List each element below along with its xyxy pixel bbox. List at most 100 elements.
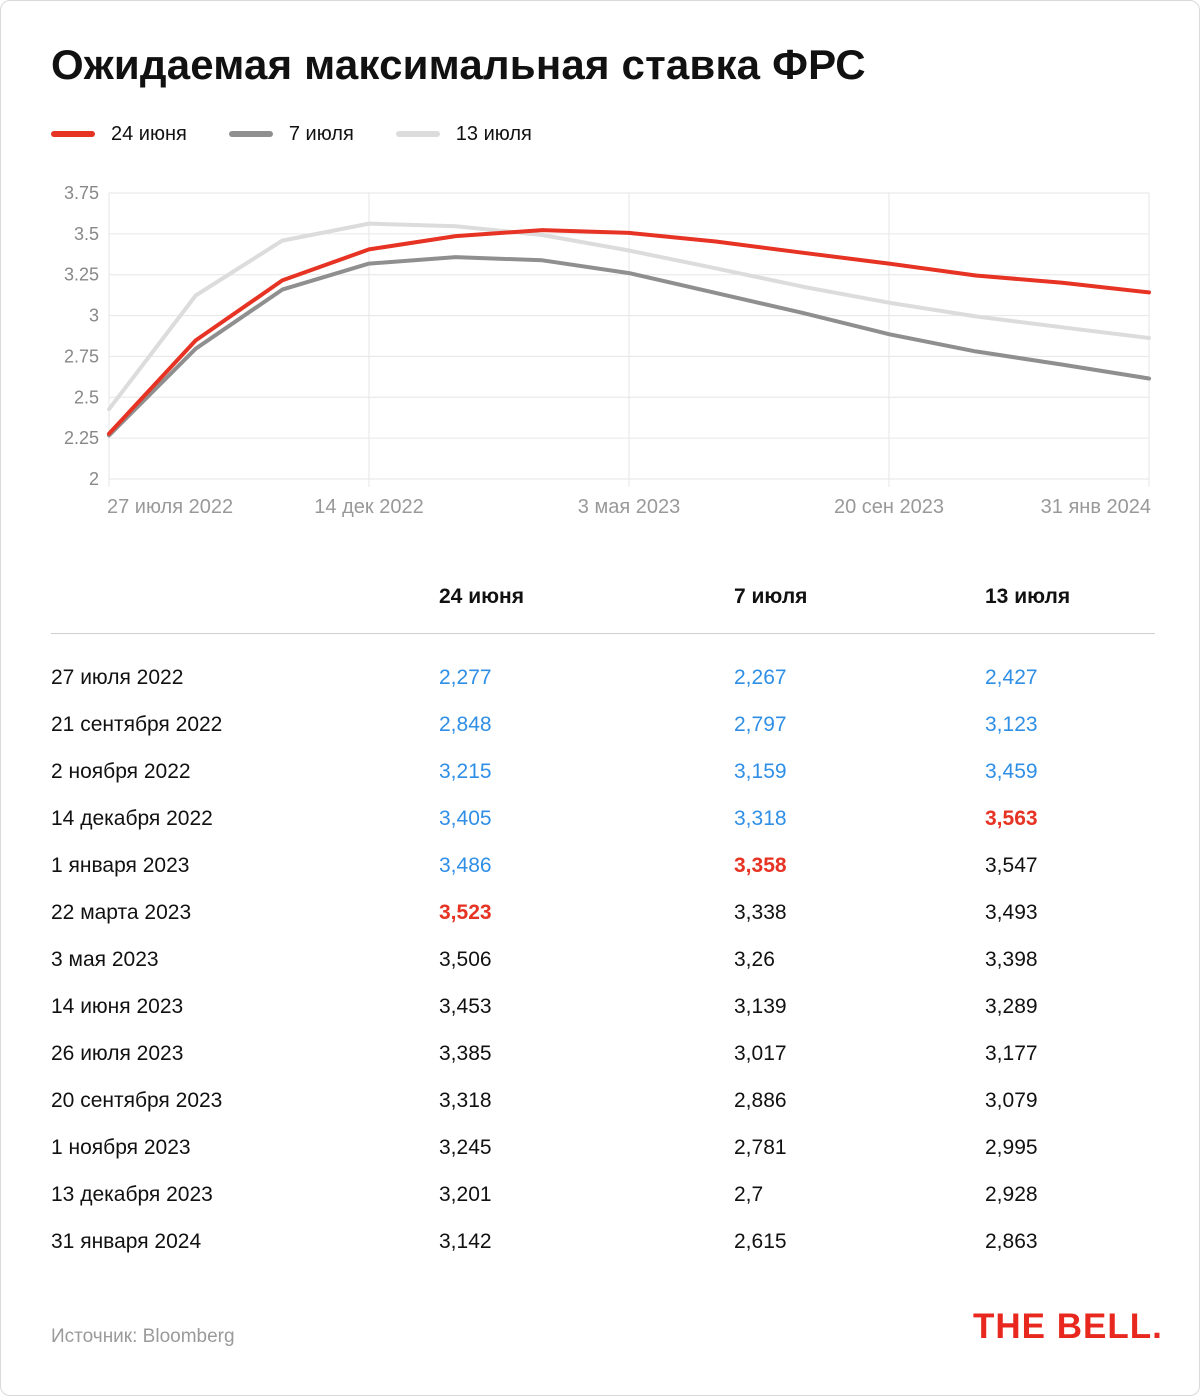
row-value-24-june: 3,201 (439, 1183, 492, 1206)
row-value-7-july: 3,159 (734, 760, 787, 783)
table-row: 2 ноября 2022 3,215 3,159 3,459 (51, 752, 1155, 799)
table-row: 3 мая 2023 3,506 3,26 3,398 (51, 940, 1155, 987)
legend-label-7-july: 7 июля (288, 122, 354, 145)
row-value-13-july: 3,177 (985, 1042, 1038, 1065)
row-value-7-july: 2,267 (734, 666, 787, 689)
row-date: 26 июля 2023 (51, 1042, 184, 1065)
source-note: Источник: Bloomberg (51, 1326, 235, 1347)
row-date: 13 декабря 2023 (51, 1183, 213, 1206)
row-value-24-june: 3,506 (439, 948, 492, 971)
row-value-13-july: 2,863 (985, 1230, 1038, 1253)
table-body: 27 июля 2022 2,277 2,267 2,427 21 сентября 2… (51, 634, 1155, 1269)
x-tick-label: 14 дек 2022 (314, 496, 423, 518)
table-row: 20 сентября 2023 3,318 2,886 3,079 (51, 1081, 1155, 1128)
line-chart: 3.75 3.5 3.25 3 2.75 2.5 2.25 2 27 июля 2022 14 д… (64, 183, 1151, 518)
legend-label-13-july: 13 июля (455, 122, 532, 145)
row-value-7-july: 3,139 (734, 995, 787, 1018)
row-value-24-june: 3,453 (439, 995, 492, 1018)
y-tick-label: 2.25 (64, 428, 99, 448)
row-date: 3 мая 2023 (51, 948, 159, 971)
row-value-13-july: 3,563 (985, 807, 1038, 830)
row-value-7-july: 3,338 (734, 901, 787, 924)
row-date: 21 сентября 2022 (51, 713, 223, 736)
row-value-7-july: 2,7 (734, 1183, 764, 1206)
column-header-24-june: 24 июня (439, 585, 524, 608)
row-value-7-july: 3,358 (734, 854, 787, 877)
row-value-24-june: 3,245 (439, 1136, 492, 1159)
series-line-13-july (107, 221, 1151, 412)
row-date: 22 марта 2023 (51, 901, 192, 924)
row-value-7-july: 2,615 (734, 1230, 787, 1253)
row-date: 14 декабря 2022 (51, 807, 213, 830)
x-tick-label: 31 янв 2024 (1041, 496, 1151, 518)
rates-table: 24 июня 7 июля 13 июля 27 июля 2022 2,277… (51, 571, 1155, 1269)
row-value-7-july: 3,318 (734, 807, 787, 830)
y-tick-label: 2.5 (74, 387, 99, 407)
row-value-13-july: 3,398 (985, 948, 1038, 971)
row-date: 27 июля 2022 (51, 666, 184, 689)
row-date: 20 сентября 2023 (51, 1089, 223, 1112)
table-row: 22 марта 2023 3,523 3,338 3,493 (51, 893, 1155, 940)
table-row: 1 ноября 2023 3,245 2,781 2,995 (51, 1128, 1155, 1175)
row-value-24-june: 3,142 (439, 1230, 492, 1253)
row-value-13-july: 3,547 (985, 854, 1038, 877)
row-date: 14 июня 2023 (51, 995, 184, 1018)
legend-item-24-june: 24 июня (51, 123, 187, 146)
row-value-24-june: 3,385 (439, 1042, 492, 1065)
row-value-13-july: 2,427 (985, 666, 1038, 689)
table-row: 13 декабря 2023 3,201 2,7 2,928 (51, 1175, 1155, 1222)
y-tick-label: 3 (89, 306, 99, 326)
series-line-24-june (107, 228, 1151, 436)
x-tick-label: 27 июля 2022 (107, 496, 233, 518)
legend-swatch-13-july (395, 131, 440, 137)
column-header-13-july: 13 июля (985, 585, 1071, 608)
legend-item-7-july: 7 июля (228, 122, 354, 146)
the-bell-logo: THE BELL. (973, 1307, 1163, 1346)
row-value-13-july: 3,123 (985, 713, 1038, 736)
row-value-13-july: 2,995 (985, 1136, 1038, 1159)
row-value-24-june: 2,277 (439, 666, 492, 689)
table-row: 31 января 2024 3,142 2,615 2,863 (51, 1222, 1155, 1269)
row-date: 1 ноября 2023 (51, 1136, 191, 1159)
row-date: 31 января 2024 (51, 1230, 202, 1253)
row-value-13-july: 3,493 (985, 901, 1038, 924)
table-row: 14 декабря 2022 3,405 3,318 3,563 (51, 799, 1155, 846)
column-header-7-july: 7 июля (734, 585, 808, 608)
row-value-13-july: 3,289 (985, 995, 1038, 1018)
row-value-7-july: 3,26 (734, 948, 775, 971)
legend-label-24-june: 24 июня (111, 122, 187, 145)
series-line-7-july (107, 255, 1151, 438)
legend-swatch-24-june (51, 131, 95, 137)
row-value-24-june: 3,523 (439, 901, 492, 924)
legend-swatch-7-july (228, 131, 273, 137)
row-value-24-june: 3,318 (439, 1089, 492, 1112)
row-value-7-july: 2,781 (734, 1136, 787, 1159)
table-row: 26 июля 2023 3,385 3,017 3,177 (51, 1034, 1155, 1081)
row-value-7-july: 2,886 (734, 1089, 787, 1112)
row-value-7-july: 3,017 (734, 1042, 787, 1065)
row-date: 1 января 2023 (51, 854, 190, 877)
y-tick-label: 3.5 (74, 224, 99, 244)
legend: 24 июня 7 июля 13 июля (51, 121, 574, 147)
row-value-7-july: 2,797 (734, 713, 787, 736)
row-value-24-june: 3,215 (439, 760, 492, 783)
row-value-13-july: 3,079 (985, 1089, 1038, 1112)
row-date: 2 ноября 2022 (51, 760, 191, 783)
table-row: 27 июля 2022 2,277 2,267 2,427 (51, 658, 1155, 705)
row-value-13-july: 2,928 (985, 1183, 1038, 1206)
chart-title: Ожидаемая максимальная ставка ФРС (51, 41, 866, 88)
table-row: 21 сентября 2022 2,848 2,797 3,123 (51, 705, 1155, 752)
y-tick-label: 3.75 (64, 183, 99, 203)
row-value-13-july: 3,459 (985, 760, 1038, 783)
table-row: 14 июня 2023 3,453 3,139 3,289 (51, 987, 1155, 1034)
table-row: 1 января 2023 3,486 3,358 3,547 (51, 846, 1155, 893)
y-tick-label: 2.75 (64, 346, 99, 366)
legend-item-13-july: 13 июля (395, 122, 532, 146)
x-tick-label: 20 сен 2023 (834, 496, 944, 518)
row-value-24-june: 2,848 (439, 713, 492, 736)
row-value-24-june: 3,486 (439, 854, 492, 877)
y-tick-label: 2 (89, 469, 99, 489)
table-header: 24 июня 7 июля 13 июля (51, 571, 1155, 634)
row-value-24-june: 3,405 (439, 807, 492, 830)
